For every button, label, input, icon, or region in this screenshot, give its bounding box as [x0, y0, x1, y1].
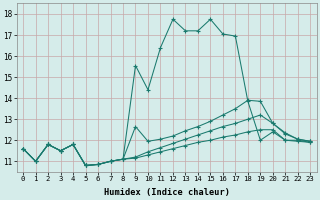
X-axis label: Humidex (Indice chaleur): Humidex (Indice chaleur) [104, 188, 230, 197]
